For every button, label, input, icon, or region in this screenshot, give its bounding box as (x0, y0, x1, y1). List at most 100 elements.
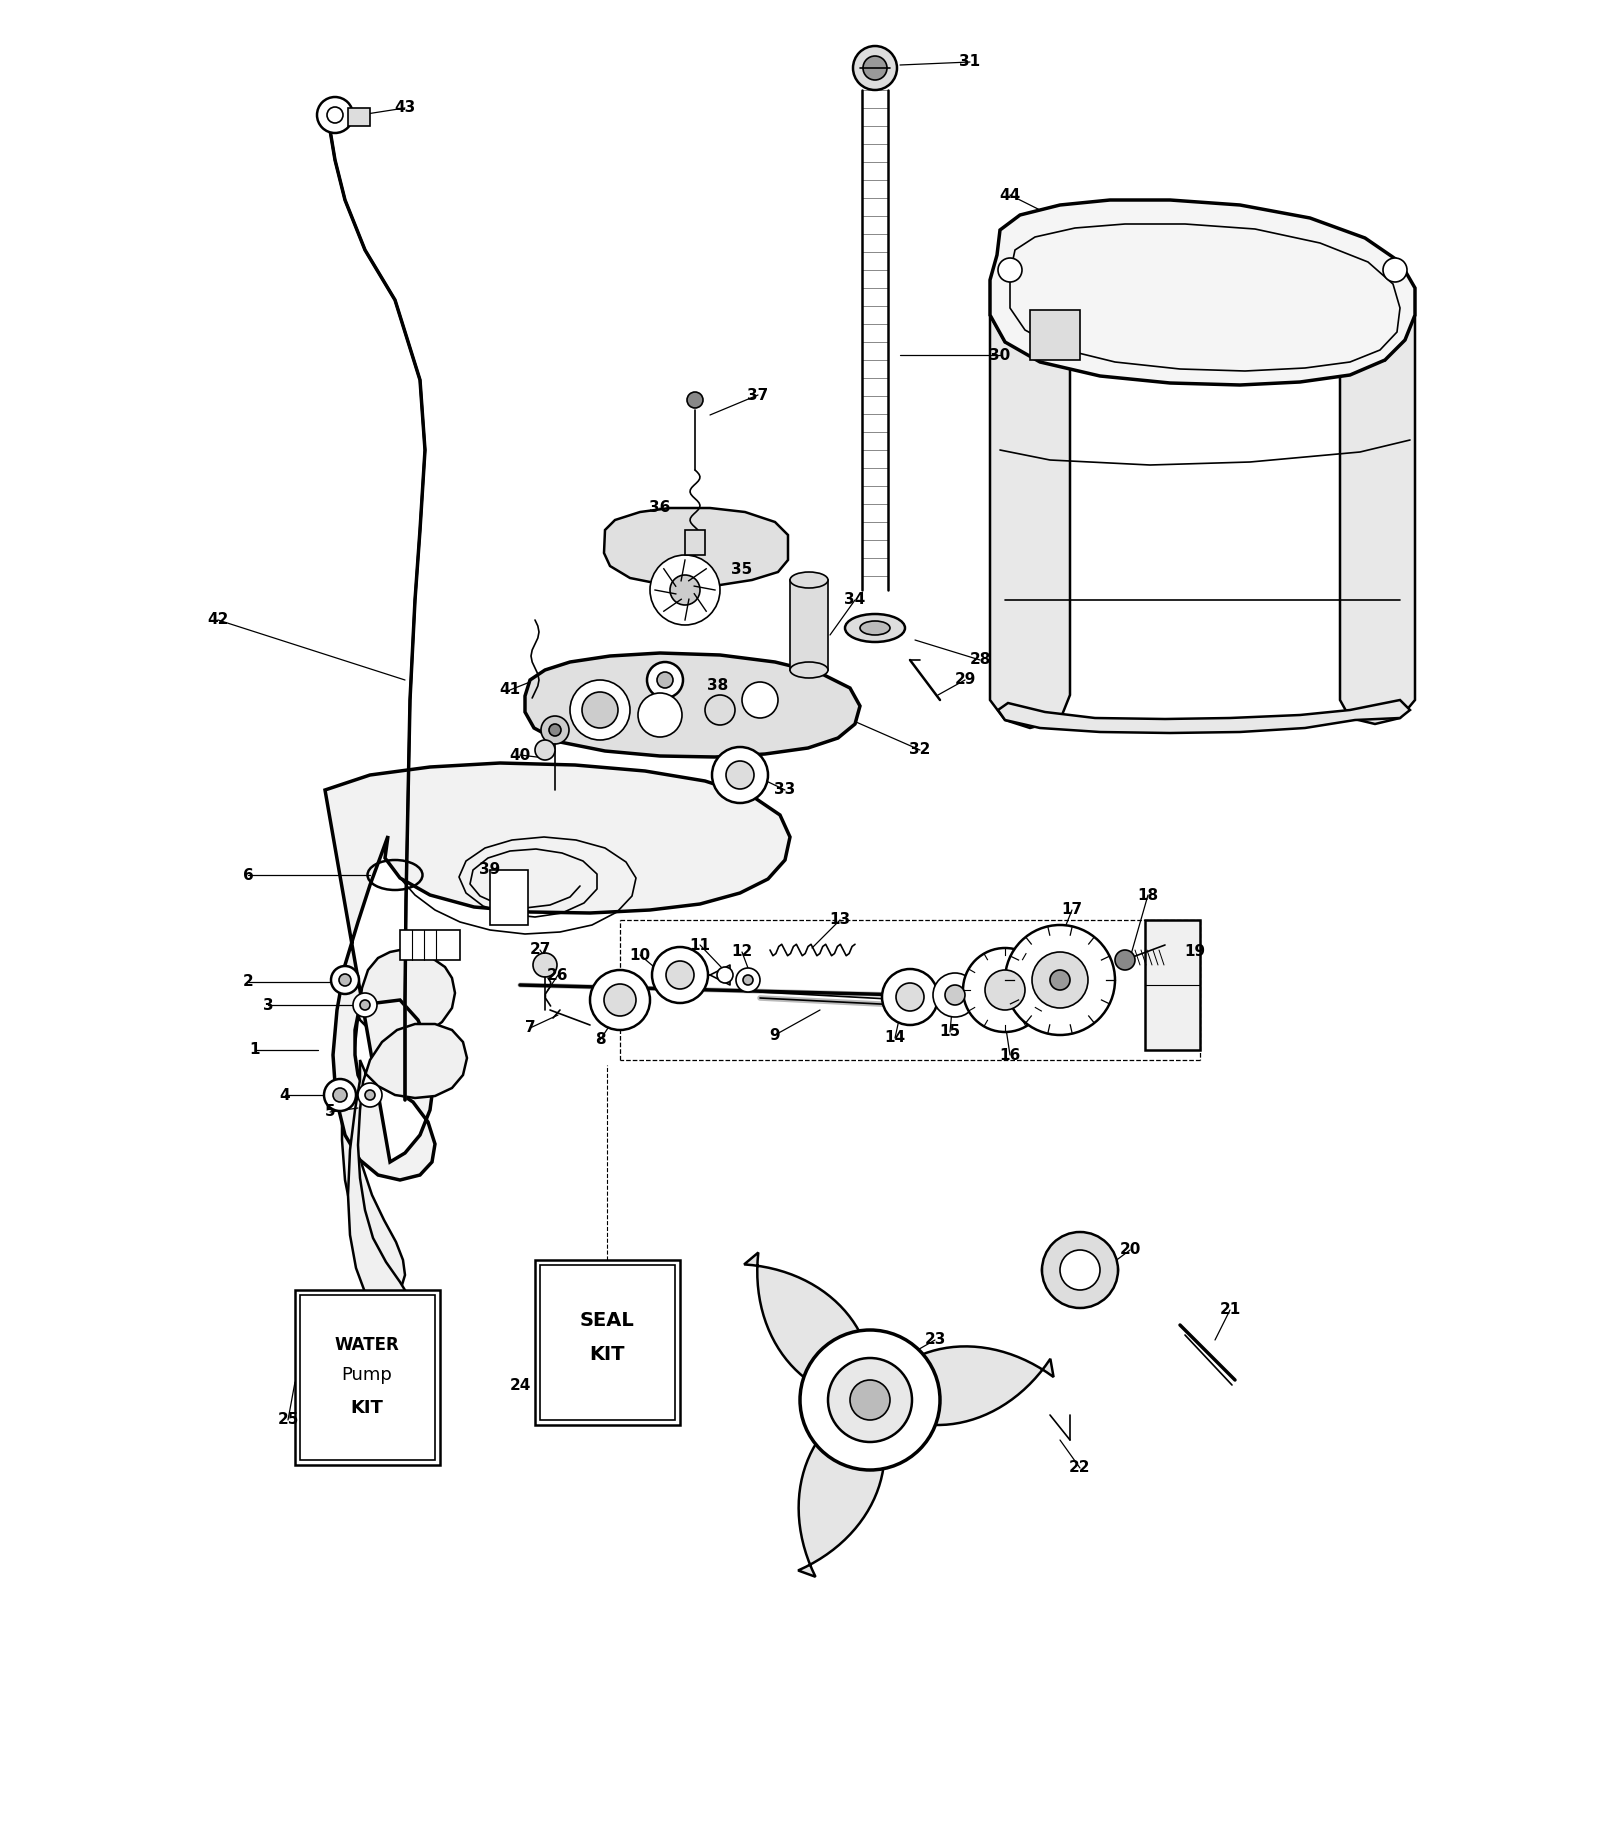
Bar (349, 108, 370, 127)
Text: KIT: KIT (589, 1345, 624, 1364)
Circle shape (666, 961, 694, 989)
Text: 13: 13 (829, 912, 851, 928)
Text: 5: 5 (325, 1105, 336, 1119)
Circle shape (339, 974, 350, 985)
Circle shape (533, 952, 557, 978)
Circle shape (946, 985, 965, 1005)
Circle shape (1115, 950, 1134, 970)
Circle shape (1005, 925, 1115, 1035)
Text: 21: 21 (1219, 1303, 1240, 1318)
Circle shape (933, 972, 978, 1016)
Text: 39: 39 (480, 862, 501, 877)
Circle shape (534, 741, 555, 759)
Text: 3: 3 (262, 998, 274, 1013)
Circle shape (726, 761, 754, 789)
Polygon shape (990, 200, 1414, 384)
Circle shape (1382, 257, 1406, 281)
Circle shape (317, 97, 354, 132)
Circle shape (717, 967, 733, 983)
Text: 9: 9 (770, 1027, 781, 1042)
Circle shape (582, 691, 618, 728)
Circle shape (736, 969, 760, 993)
Text: 44: 44 (1000, 187, 1021, 202)
Circle shape (590, 970, 650, 1029)
Text: 2: 2 (243, 974, 253, 989)
Bar (685, 529, 706, 555)
Text: 12: 12 (731, 945, 752, 959)
Circle shape (323, 1079, 355, 1110)
Text: 31: 31 (960, 55, 981, 70)
Circle shape (829, 1358, 912, 1443)
Text: SEAL: SEAL (579, 1310, 634, 1329)
Text: 4: 4 (280, 1088, 290, 1103)
Text: 15: 15 (939, 1024, 960, 1040)
Circle shape (541, 717, 570, 744)
Circle shape (1032, 952, 1088, 1007)
Polygon shape (1341, 314, 1414, 724)
Text: 8: 8 (595, 1033, 605, 1048)
Circle shape (686, 391, 702, 408)
Polygon shape (798, 1443, 883, 1577)
Circle shape (1042, 1231, 1118, 1309)
Text: 10: 10 (629, 948, 651, 963)
Ellipse shape (1042, 1248, 1118, 1292)
Text: 41: 41 (499, 682, 520, 697)
Polygon shape (349, 1024, 467, 1333)
Polygon shape (998, 700, 1410, 733)
Bar (534, 1261, 680, 1424)
Circle shape (331, 967, 358, 994)
Ellipse shape (790, 572, 829, 588)
Polygon shape (744, 1252, 859, 1378)
Circle shape (896, 983, 925, 1011)
Polygon shape (1030, 311, 1080, 360)
Bar (294, 1290, 440, 1465)
Polygon shape (342, 950, 454, 1288)
Circle shape (742, 682, 778, 719)
Circle shape (638, 693, 682, 737)
Text: 24: 24 (509, 1377, 531, 1393)
Circle shape (986, 970, 1026, 1011)
Ellipse shape (845, 614, 906, 641)
Circle shape (549, 724, 562, 735)
Text: 23: 23 (925, 1333, 946, 1347)
Circle shape (742, 974, 754, 985)
Text: 1: 1 (250, 1042, 261, 1057)
Circle shape (650, 555, 720, 625)
Circle shape (862, 55, 886, 81)
Circle shape (653, 947, 707, 1004)
Circle shape (354, 993, 378, 1016)
Polygon shape (525, 652, 861, 757)
Circle shape (658, 673, 674, 687)
Circle shape (365, 1090, 374, 1099)
Circle shape (358, 1083, 382, 1106)
Text: 43: 43 (394, 101, 416, 116)
Text: 17: 17 (1061, 902, 1083, 917)
Text: 25: 25 (277, 1412, 299, 1428)
Text: 16: 16 (1000, 1048, 1021, 1062)
Polygon shape (605, 507, 787, 586)
Circle shape (706, 695, 734, 724)
Circle shape (712, 746, 768, 803)
Circle shape (850, 1380, 890, 1421)
Bar (301, 1296, 435, 1459)
Circle shape (963, 948, 1046, 1031)
Text: WATER: WATER (334, 1336, 400, 1355)
Text: 32: 32 (909, 743, 931, 757)
Ellipse shape (861, 621, 890, 634)
Polygon shape (325, 763, 790, 1180)
Circle shape (326, 107, 342, 123)
Text: 26: 26 (547, 967, 568, 983)
Text: 34: 34 (845, 592, 866, 608)
Circle shape (670, 575, 701, 605)
Circle shape (882, 969, 938, 1026)
Circle shape (360, 1000, 370, 1011)
Polygon shape (990, 314, 1070, 728)
Text: 30: 30 (989, 347, 1011, 362)
Circle shape (853, 46, 898, 90)
Text: KIT: KIT (350, 1399, 384, 1417)
Bar (1146, 921, 1200, 1049)
Text: 40: 40 (509, 748, 531, 763)
Circle shape (333, 1088, 347, 1103)
Bar (490, 869, 528, 925)
Circle shape (998, 257, 1022, 281)
